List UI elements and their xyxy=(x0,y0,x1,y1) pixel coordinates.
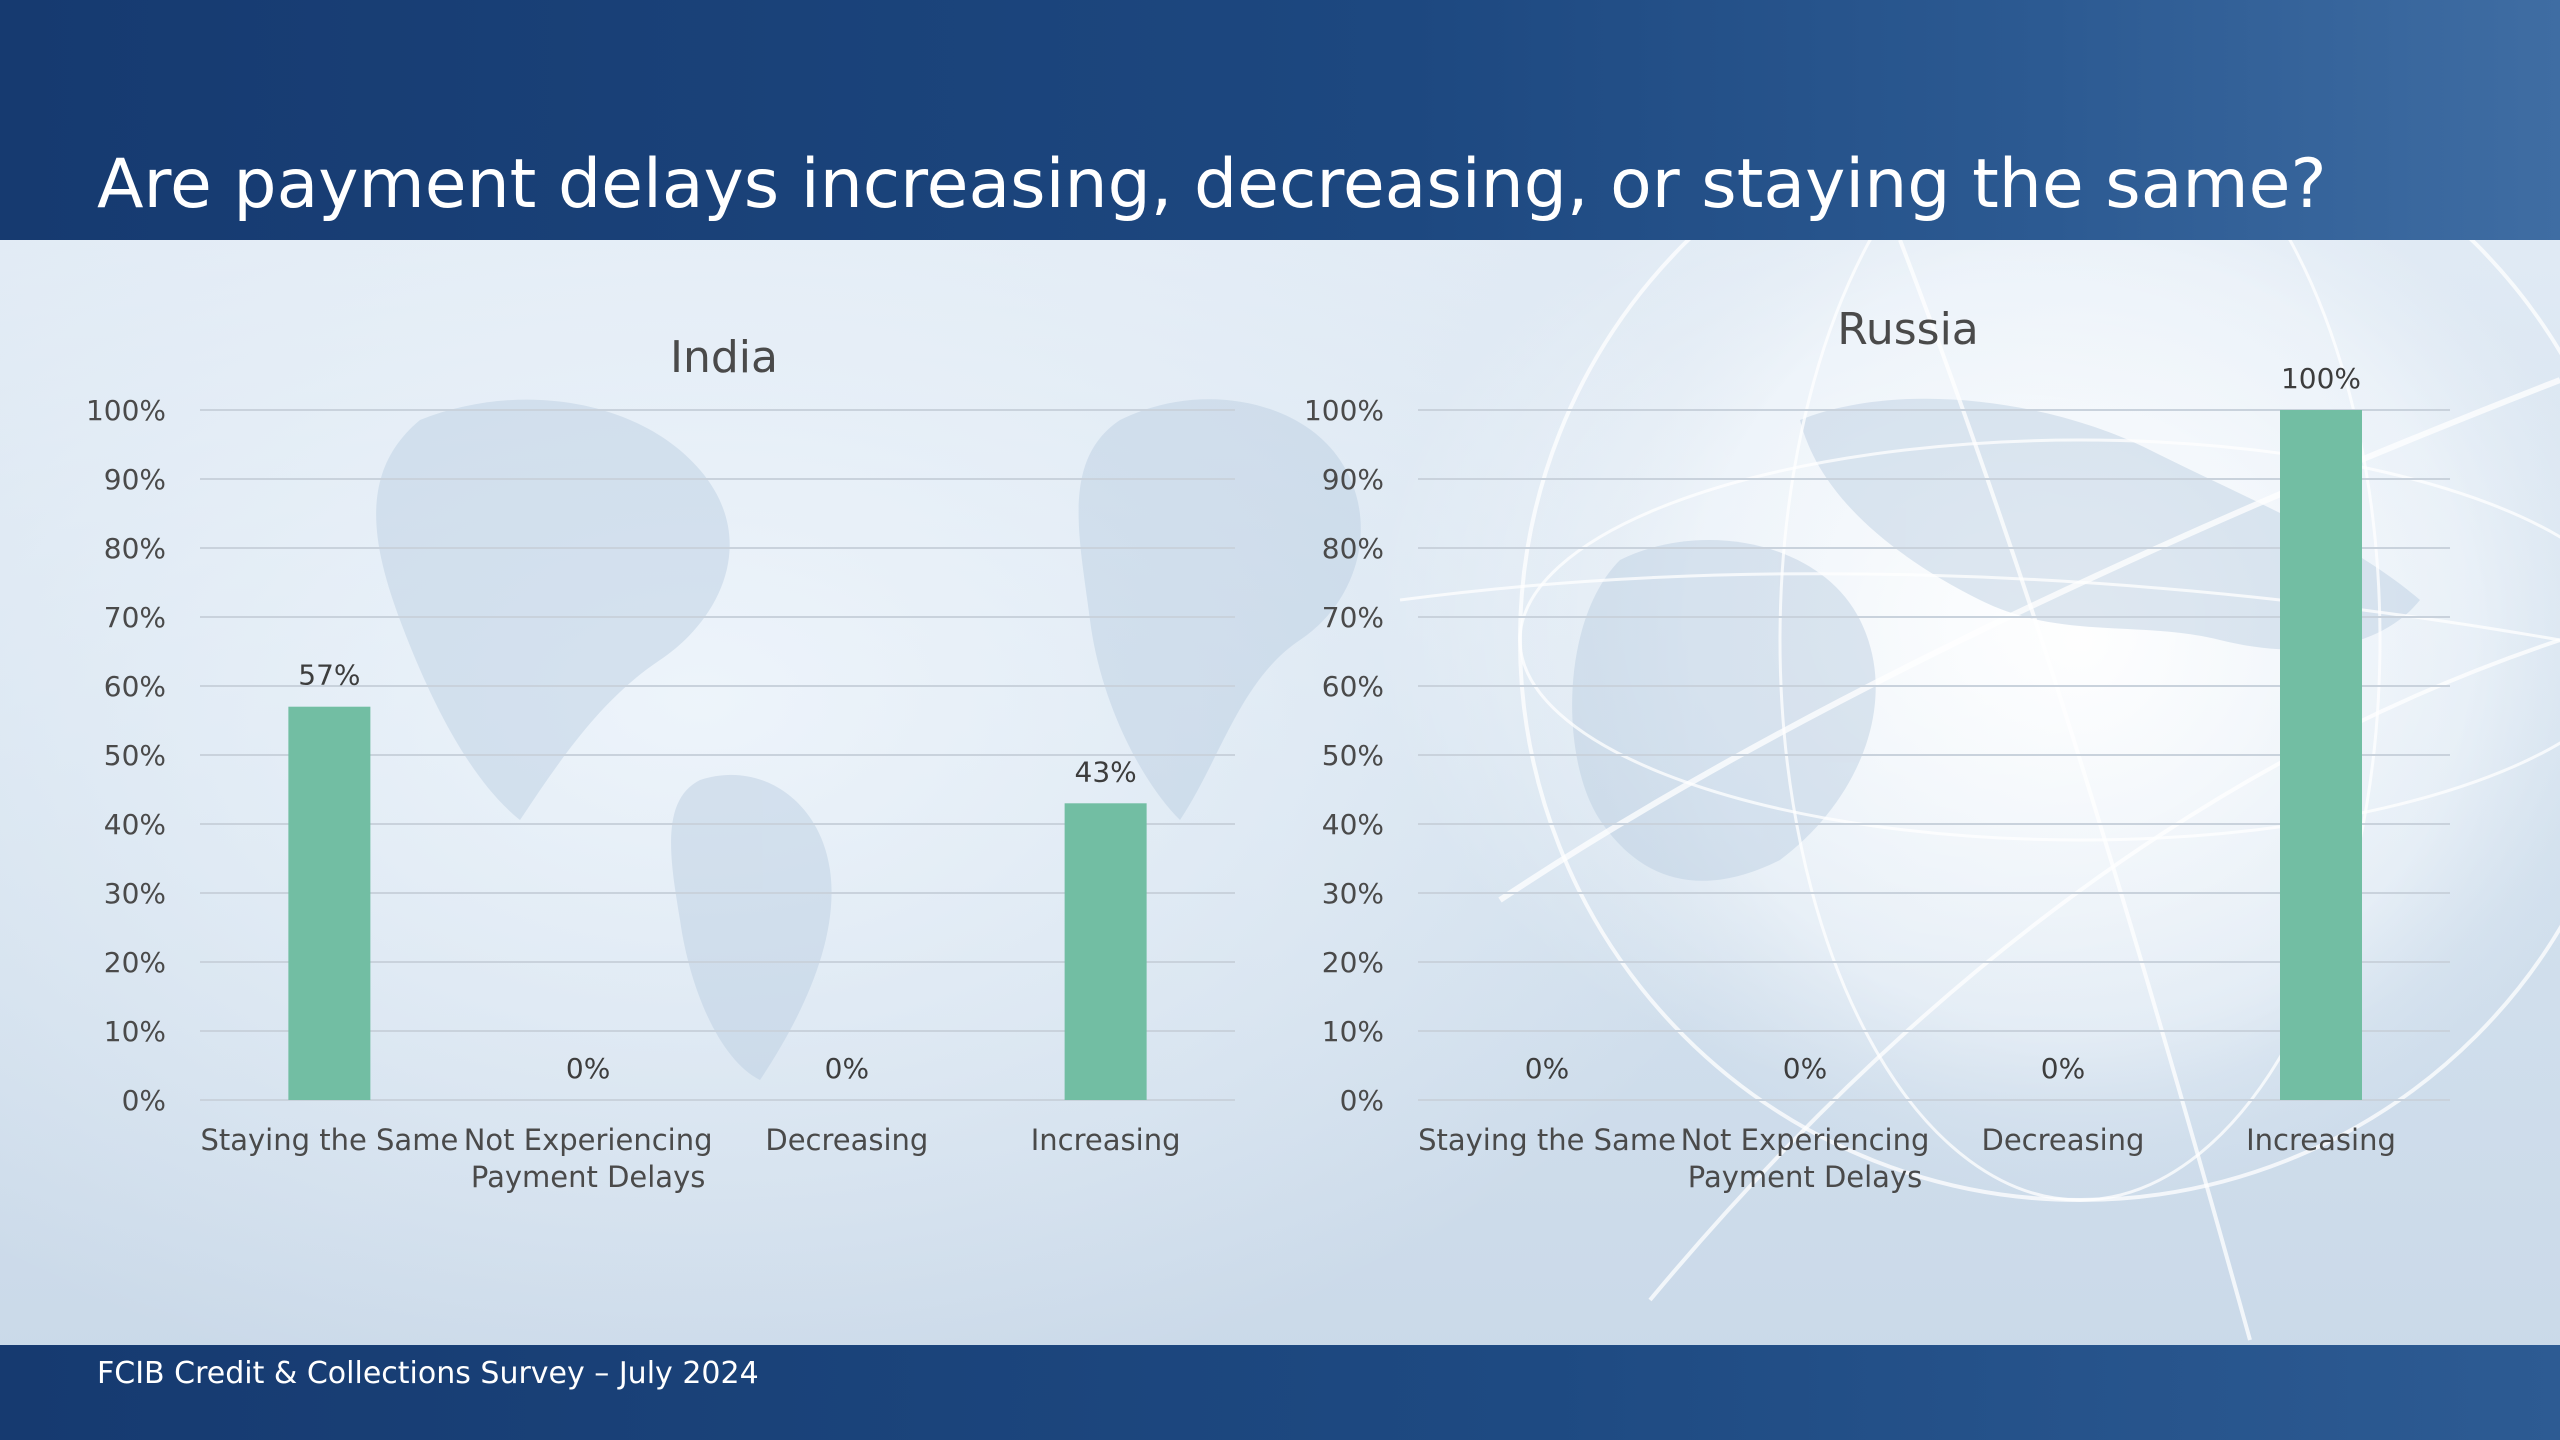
data-label: 43% xyxy=(1075,755,1137,788)
footer-source-text: FCIB Credit & Collections Survey – July … xyxy=(97,1356,759,1391)
bar xyxy=(288,706,371,1100)
y-tick-label: 100% xyxy=(86,394,166,427)
page-title: Are payment delays increasing, decreasin… xyxy=(97,145,2327,224)
y-tick-label: 50% xyxy=(104,739,166,772)
bar xyxy=(1064,803,1147,1100)
data-label: 0% xyxy=(1525,1052,1569,1085)
y-tick-label: 0% xyxy=(1340,1084,1384,1117)
data-label: 57% xyxy=(298,659,360,692)
x-category-label: Decreasing xyxy=(765,1123,928,1157)
y-tick-label: 90% xyxy=(1322,463,1384,496)
x-category-label: Increasing xyxy=(1031,1123,1181,1157)
y-tick-label: 80% xyxy=(1322,532,1384,565)
y-tick-label: 10% xyxy=(1322,1015,1384,1048)
data-label: 0% xyxy=(2041,1052,2085,1085)
header-band xyxy=(0,0,2560,240)
x-category-label: Decreasing xyxy=(1982,1123,2145,1157)
y-tick-label: 60% xyxy=(1322,670,1384,703)
y-tick-label: 10% xyxy=(104,1015,166,1048)
x-category-label: Staying the Same xyxy=(1418,1123,1676,1157)
footer-band xyxy=(0,1345,2560,1440)
chart-title: India xyxy=(670,332,778,383)
x-category-label: Increasing xyxy=(2246,1123,2396,1157)
y-tick-label: 70% xyxy=(1322,601,1384,634)
y-tick-label: 90% xyxy=(104,463,166,496)
x-category-label: Not Experiencing xyxy=(1681,1123,1930,1157)
y-tick-label: 80% xyxy=(104,532,166,565)
data-label: 100% xyxy=(2281,362,2361,395)
y-tick-label: 50% xyxy=(1322,739,1384,772)
y-tick-label: 40% xyxy=(1322,808,1384,841)
chart-title: Russia xyxy=(1837,304,1979,355)
x-category-label: Payment Delays xyxy=(1688,1160,1922,1194)
y-tick-label: 20% xyxy=(104,946,166,979)
y-tick-label: 0% xyxy=(122,1084,166,1117)
y-tick-label: 30% xyxy=(1322,877,1384,910)
x-category-label: Staying the Same xyxy=(200,1123,458,1157)
x-category-label: Payment Delays xyxy=(471,1160,705,1194)
data-label: 0% xyxy=(825,1052,869,1085)
y-tick-label: 60% xyxy=(104,670,166,703)
data-label: 0% xyxy=(1783,1052,1827,1085)
y-tick-label: 30% xyxy=(104,877,166,910)
y-tick-label: 40% xyxy=(104,808,166,841)
y-tick-label: 70% xyxy=(104,601,166,634)
bar xyxy=(2280,410,2362,1100)
y-tick-label: 100% xyxy=(1304,394,1384,427)
y-tick-label: 20% xyxy=(1322,946,1384,979)
data-label: 0% xyxy=(566,1052,610,1085)
x-category-label: Not Experiencing xyxy=(464,1123,713,1157)
